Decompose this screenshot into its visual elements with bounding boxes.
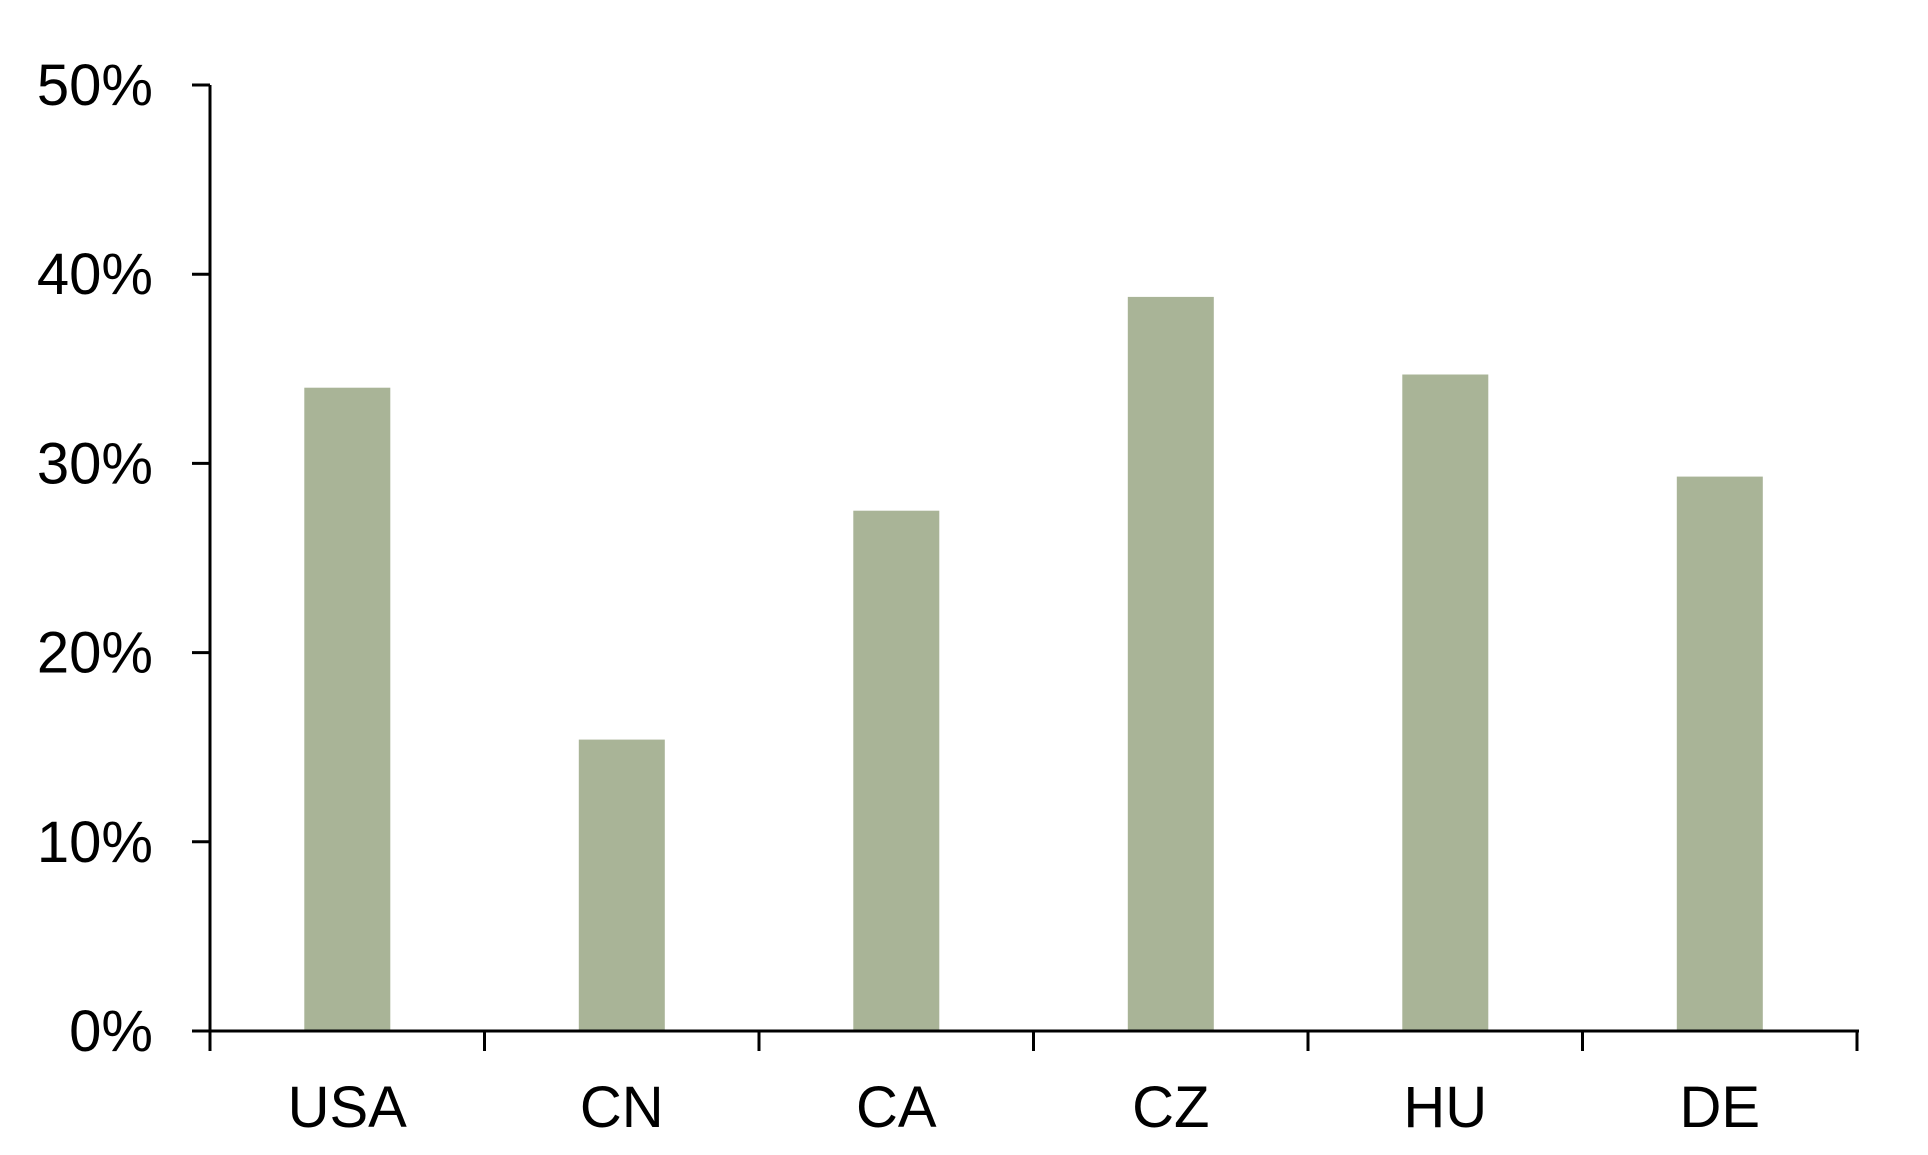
y-tick-label: 30% xyxy=(37,431,153,496)
y-tick-label: 40% xyxy=(37,242,153,307)
bar-ca xyxy=(853,510,940,1031)
bar-cn xyxy=(578,739,665,1031)
x-tick-label-ca: CA xyxy=(856,1075,937,1140)
labels-layer: 0% 10% 20% 30% 40% 50% USA CN CA CZ HU DE xyxy=(37,53,1760,1140)
x-tick-label-de: DE xyxy=(1679,1075,1760,1140)
x-tick-label-usa: USA xyxy=(288,1075,408,1140)
bar-usa xyxy=(304,387,391,1031)
x-tick-label-hu: HU xyxy=(1403,1075,1487,1140)
y-tick-label: 0% xyxy=(69,999,153,1064)
bars-layer xyxy=(304,296,1763,1032)
axes-layer xyxy=(192,83,1859,1051)
y-tick-label: 10% xyxy=(37,810,153,875)
x-tick-label-cz: CZ xyxy=(1132,1075,1209,1140)
bar-hu xyxy=(1402,374,1489,1031)
y-tick-label: 50% xyxy=(37,53,153,118)
y-tick-label: 20% xyxy=(37,621,153,686)
bar-de xyxy=(1676,476,1763,1032)
bar-cz xyxy=(1127,296,1214,1031)
x-tick-label-cn: CN xyxy=(580,1075,664,1140)
